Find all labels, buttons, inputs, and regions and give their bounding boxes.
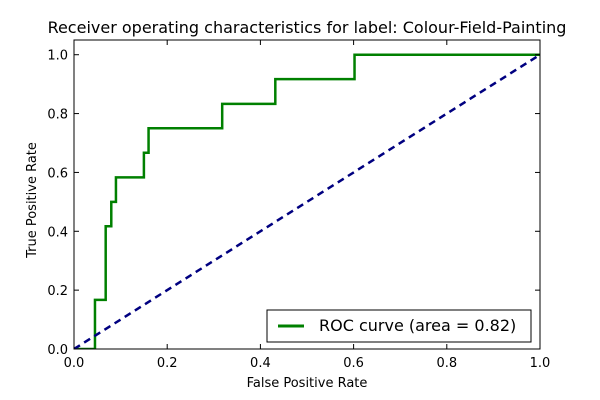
y-axis-label: True Positive Rate [25,142,40,259]
y-tick-label: 0.2 [47,284,68,299]
y-tick-label: 1.0 [47,49,68,64]
y-tick-label: 0.8 [47,108,68,123]
axes-frame [73,39,541,350]
plot-area [73,39,541,350]
y-tick-label: 0.4 [47,225,68,240]
y-tick-label: 0.0 [47,343,68,358]
x-tick-label: 0.2 [157,356,178,371]
x-tick-label: 0.0 [64,356,85,371]
axis-ticks: 0.0 0.2 0.4 0.6 0.8 1.0 0.0 0.2 0.4 0.6 0.8 1.0 [47,40,550,371]
legend: ROC curve (area = 0.82) [266,309,532,343]
y-tick-label: 0.6 [47,166,68,181]
x-axis-label: False Positive Rate [247,376,368,391]
chart-title: Receiver operating characteristics for l… [48,18,567,37]
x-tick-label: 0.6 [343,356,364,371]
legend-label-roc: ROC curve (area = 0.82) [319,316,516,335]
x-tick-label: 0.8 [436,356,457,371]
diagonal-reference-line [74,53,540,349]
series-group [74,53,540,349]
legend-box [266,309,532,343]
x-tick-label: 0.4 [250,356,271,371]
x-tick-label: 1.0 [530,356,551,371]
roc-curve-line [74,53,540,349]
